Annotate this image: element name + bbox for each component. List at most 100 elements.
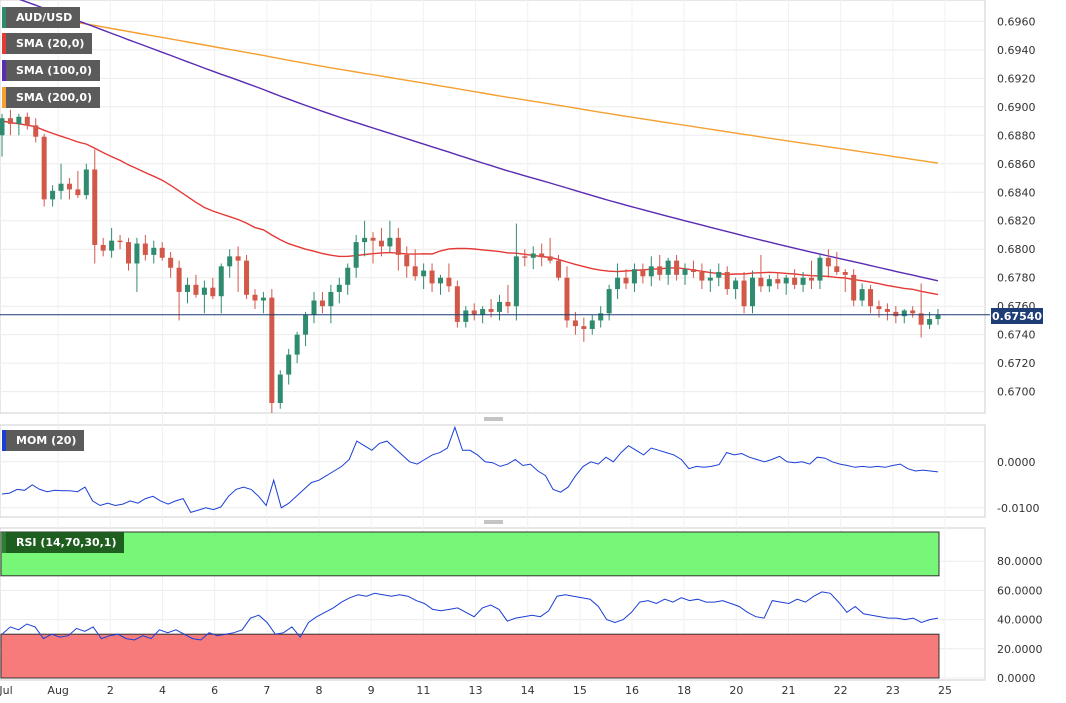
candle-body (7, 118, 13, 124)
candle-body (412, 266, 418, 277)
y-tick-label: 0.6860 (997, 158, 1036, 171)
y-tick-label: 0.6880 (997, 129, 1036, 142)
candle-body (142, 243, 148, 255)
rsi-tick-label: 40.0000 (997, 614, 1043, 627)
candle-body (539, 253, 545, 257)
grid (0, 0, 986, 681)
x-tick-label: 14 (521, 684, 535, 697)
y-tick-label: 0.6800 (997, 243, 1036, 256)
x-tick-label: 9 (368, 684, 375, 697)
y-tick-label: 0.6820 (997, 215, 1036, 228)
legend-mom[interactable]: MOM (20) (2, 430, 85, 451)
candle-body (311, 300, 317, 315)
candle-body (134, 243, 140, 264)
candle-body (918, 313, 924, 325)
x-tick-label: 16 (625, 684, 639, 697)
candle-body (277, 374, 283, 404)
candle-body (210, 287, 216, 297)
rsi-tick-label: 0.0000 (997, 672, 1036, 685)
candle-body (50, 190, 56, 200)
legend-pair[interactable]: AUD/USD (2, 7, 81, 28)
x-tick-label: 7 (263, 684, 270, 697)
y-tick-label: 0.6920 (997, 72, 1036, 85)
candle-body (269, 297, 275, 404)
rsi-oversold-zone (0, 633, 940, 679)
sma-20-line (1, 120, 939, 296)
candle-body (842, 272, 848, 275)
y-tick-label: 0.6900 (997, 101, 1036, 114)
candle-body (286, 354, 292, 375)
legend-sma-20[interactable]: SMA (20,0) (2, 33, 93, 54)
x-tick-label: 21 (782, 684, 796, 697)
candle-body (260, 297, 266, 301)
candle-body (362, 237, 368, 243)
x-tick-label: Jul (0, 684, 13, 697)
candle-body (378, 240, 384, 247)
candle-body (227, 256, 233, 267)
candle-body (758, 277, 764, 287)
candle-body (615, 277, 621, 290)
legend-rsi[interactable]: RSI (14,70,30,1) (2, 532, 125, 553)
candle-body (682, 269, 688, 275)
candlesticks (0, 109, 990, 413)
candle-body (201, 287, 207, 295)
candle-body (716, 272, 722, 278)
candle-body (92, 169, 98, 245)
x-tick-label: 11 (416, 684, 430, 697)
candle-body (168, 257, 174, 268)
candle-body (446, 277, 452, 287)
candle-body (109, 240, 115, 251)
candle-body (488, 309, 494, 312)
candle-body (421, 270, 427, 277)
candle-body (640, 269, 646, 277)
candle-body (792, 277, 798, 285)
candle-body (690, 269, 696, 273)
y-tick-label: 0.6780 (997, 272, 1036, 285)
sma-200-path (1, 9, 939, 164)
legend-sma-200[interactable]: SMA (200,0) (2, 87, 101, 108)
candle-body (825, 257, 831, 267)
x-tick-label: 23 (886, 684, 900, 697)
candle-body (370, 237, 376, 241)
y-tick-label: 0.6940 (997, 44, 1036, 57)
candle-body (319, 300, 325, 307)
candle-body (581, 326, 587, 329)
rsi-tick-label: 20.0000 (997, 643, 1043, 656)
legend-sma-100[interactable]: SMA (100,0) (2, 60, 101, 81)
candle-body (884, 309, 890, 312)
candle-body (733, 280, 739, 290)
candle-body (783, 277, 789, 284)
candle-body (665, 260, 671, 275)
candle-body (252, 294, 258, 301)
x-tick-label: 18 (677, 684, 691, 697)
candle-body (766, 279, 772, 287)
sma-100-path (19, 0, 939, 282)
candle-body (463, 310, 469, 322)
candle-body (235, 256, 241, 261)
x-tick-label: 6 (211, 684, 218, 697)
candle-body (454, 286, 460, 322)
candle-body (66, 183, 72, 190)
candle-body (674, 260, 680, 275)
candle-body (41, 136, 47, 200)
candle-body (497, 301, 503, 312)
candle-body (623, 277, 629, 284)
candle-body (834, 266, 840, 273)
candle-body (522, 256, 528, 258)
candle-body (159, 247, 165, 258)
candle-body (707, 277, 713, 281)
candle-body (193, 284, 199, 295)
candle-body (547, 256, 553, 261)
rsi-overbought-zone (0, 531, 940, 577)
panel-frame (0, 0, 986, 414)
candle-body (564, 277, 570, 321)
y-tick-label: 0.6700 (997, 386, 1036, 399)
panel-frame (0, 424, 986, 518)
candle-body (572, 320, 578, 327)
candle-body (530, 253, 536, 258)
candle-body (303, 314, 309, 335)
candle-body (505, 301, 511, 307)
candle-body (437, 277, 443, 284)
candle-body (859, 289, 865, 301)
x-tick-label: 20 (729, 684, 743, 697)
